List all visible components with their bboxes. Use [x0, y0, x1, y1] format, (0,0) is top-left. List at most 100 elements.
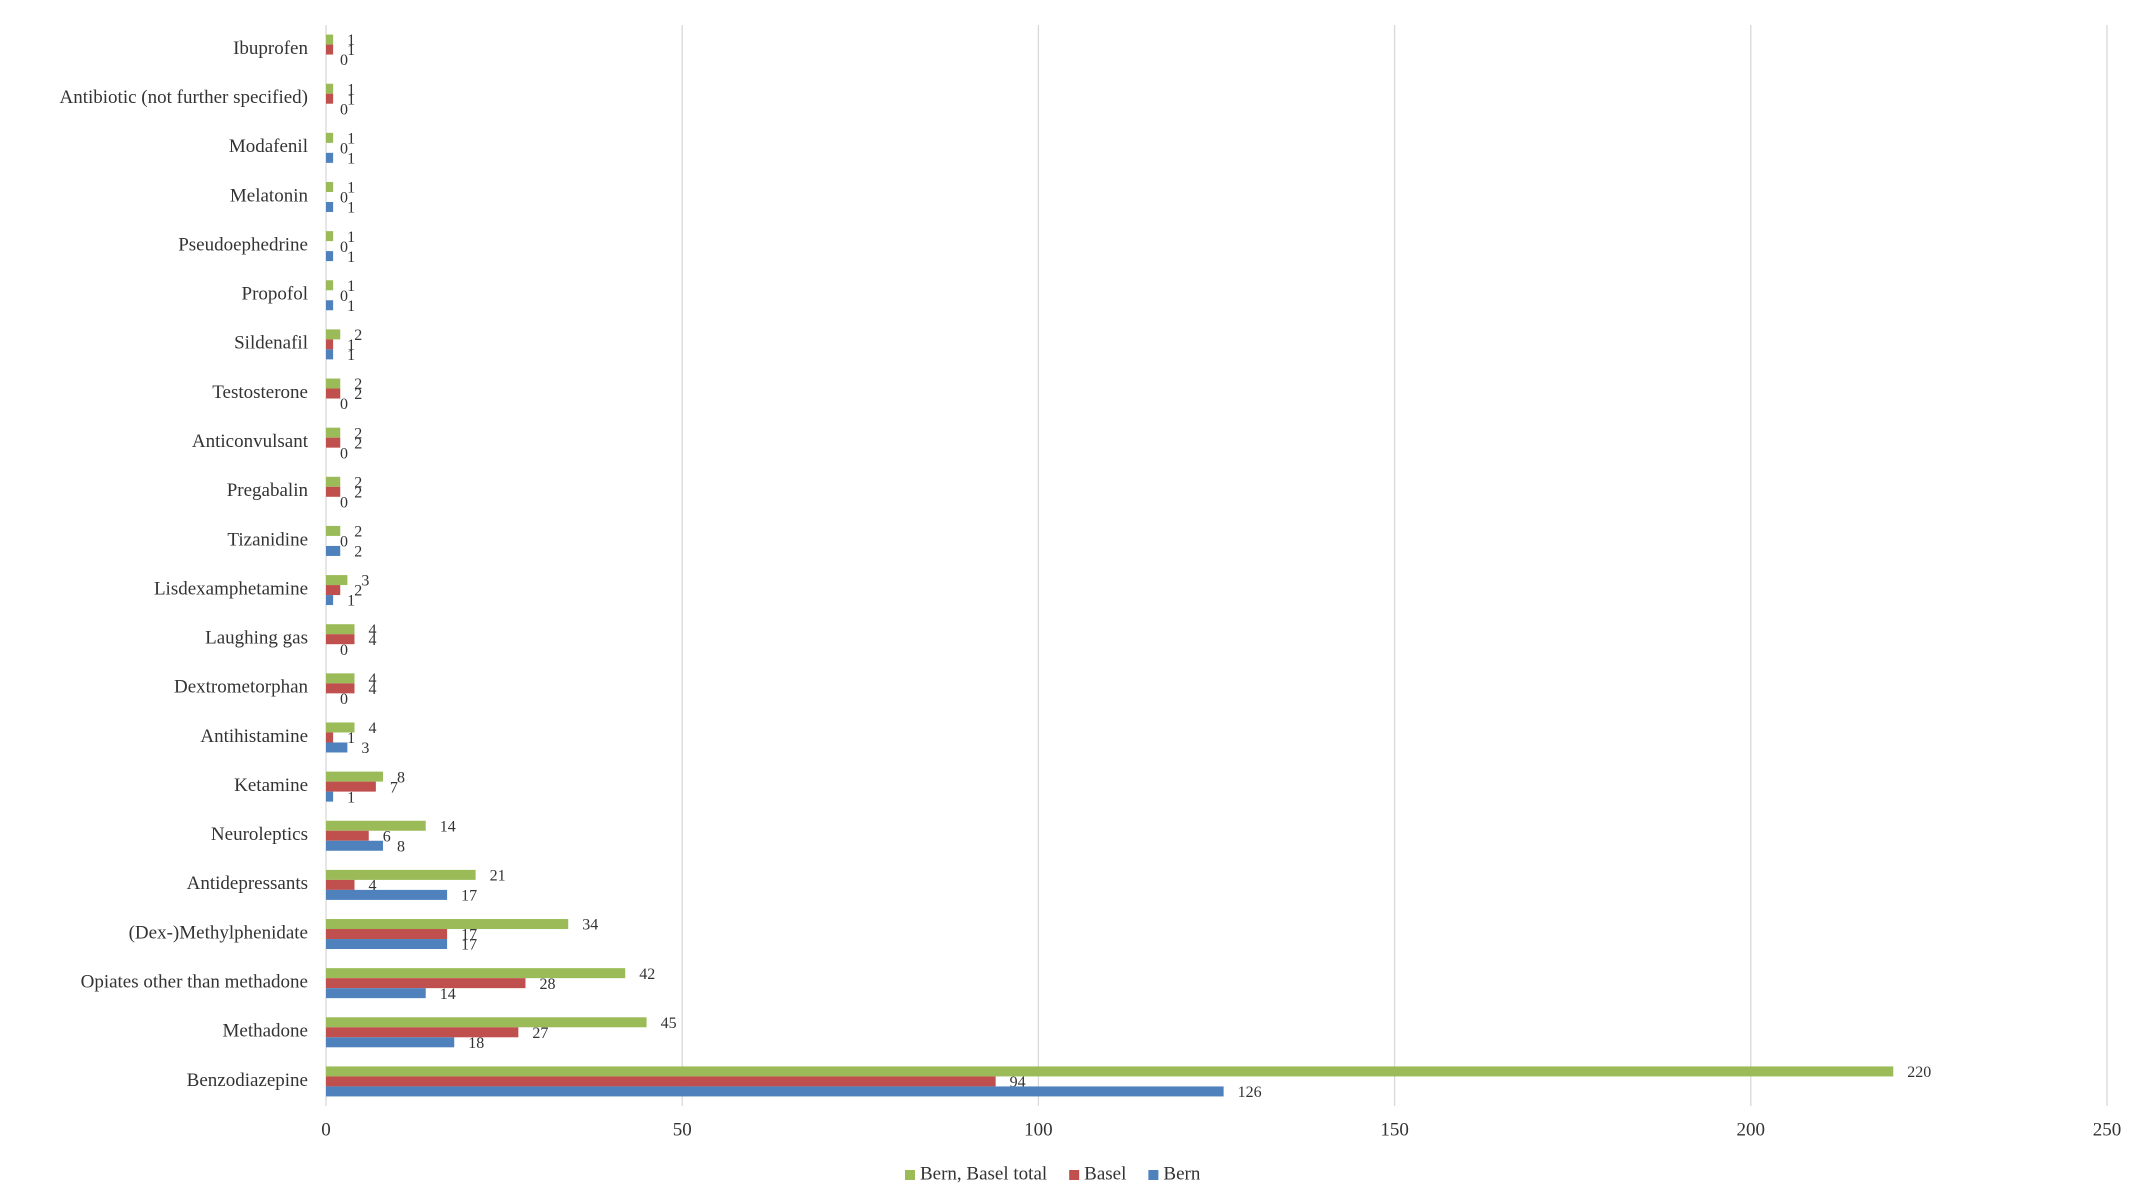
bar — [326, 427, 341, 438]
data-label: 0 — [340, 190, 348, 207]
data-label: 1 — [347, 81, 355, 98]
data-label: 6 — [383, 828, 391, 845]
x-tick-label: 0 — [321, 1119, 331, 1140]
data-label: 1 — [347, 91, 355, 108]
bar — [326, 919, 569, 930]
bar — [326, 968, 626, 979]
data-label: 1 — [347, 789, 355, 806]
bar — [326, 978, 526, 989]
x-tick-label: 250 — [2093, 1119, 2122, 1140]
bar — [326, 869, 476, 880]
bar — [326, 388, 341, 399]
bar — [326, 152, 334, 163]
bar — [326, 1076, 996, 1087]
data-label: 1 — [347, 200, 355, 217]
bar — [326, 231, 334, 242]
bar — [326, 44, 334, 55]
bar — [326, 585, 341, 596]
bar — [326, 634, 355, 645]
bar — [326, 300, 334, 311]
bar — [326, 683, 355, 694]
data-label: 0 — [340, 445, 348, 462]
bar — [326, 771, 383, 782]
data-label: 4 — [368, 878, 376, 895]
bar — [326, 93, 334, 104]
bar — [326, 830, 369, 841]
y-tick-label: Sildenafil — [234, 333, 308, 354]
bar — [326, 34, 334, 45]
data-label: 0 — [340, 642, 348, 659]
bar — [326, 545, 341, 556]
data-label: 17 — [461, 937, 477, 954]
bar — [326, 929, 448, 940]
bar — [326, 1017, 647, 1028]
data-label: 4 — [368, 632, 376, 649]
data-label: 0 — [340, 239, 348, 256]
y-tick-label: Melatonin — [230, 185, 309, 206]
y-tick-label: Pregabalin — [227, 480, 309, 501]
data-label: 0 — [340, 534, 348, 551]
data-label: 14 — [440, 986, 456, 1003]
data-label: 1 — [347, 249, 355, 266]
data-label: 4 — [368, 671, 376, 688]
data-label: 3 — [361, 573, 369, 590]
data-label: 2 — [354, 386, 362, 403]
data-label: 3 — [361, 740, 369, 757]
data-label: 1 — [347, 593, 355, 610]
y-tick-label: Methadone — [223, 1021, 308, 1042]
bar — [326, 437, 341, 448]
y-tick-label: Antidepressants — [187, 873, 308, 894]
data-label: 21 — [490, 868, 506, 885]
bar — [326, 378, 341, 389]
legend-swatch — [905, 1170, 915, 1180]
data-label: 17 — [461, 927, 477, 944]
y-tick-label: Neuroleptics — [211, 824, 308, 845]
data-label: 2 — [354, 544, 362, 561]
bar — [326, 722, 355, 733]
bar — [326, 329, 341, 340]
data-label: 220 — [1907, 1064, 1931, 1081]
y-tick-label: Antibiotic (not further specified) — [59, 87, 308, 108]
y-tick-label: Ibuprofen — [233, 38, 308, 59]
data-label: 28 — [539, 976, 555, 993]
data-label: 1 — [347, 278, 355, 295]
data-label: 14 — [440, 818, 456, 835]
data-label: 7 — [390, 779, 398, 796]
bar — [326, 201, 334, 212]
data-label: 8 — [397, 838, 405, 855]
y-tick-label: Benzodiazepine — [187, 1070, 308, 1091]
y-tick-label: Antihistamine — [200, 726, 308, 747]
bar — [326, 349, 334, 360]
y-tick-label: Tizanidine — [227, 529, 308, 550]
data-label: 2 — [354, 376, 362, 393]
data-label: 0 — [340, 691, 348, 708]
bar — [326, 732, 334, 743]
data-label: 1 — [347, 131, 355, 148]
x-tick-label: 50 — [673, 1119, 692, 1140]
bar — [326, 251, 334, 262]
bar — [326, 280, 334, 291]
data-label: 17 — [461, 888, 477, 905]
bar — [326, 673, 355, 684]
data-label: 1 — [347, 32, 355, 49]
data-label: 2 — [354, 583, 362, 600]
data-label: 0 — [340, 141, 348, 158]
legend-label: Bern — [1163, 1163, 1200, 1184]
data-label: 0 — [340, 494, 348, 511]
data-label: 126 — [1238, 1084, 1262, 1101]
data-label: 2 — [354, 327, 362, 344]
y-tick-label: Testosterone — [212, 382, 308, 403]
y-tick-label: Laughing gas — [205, 628, 308, 649]
bar — [326, 624, 355, 635]
data-label: 0 — [340, 288, 348, 305]
legend-swatch — [1148, 1170, 1159, 1180]
y-tick-label: Pseudoephedrine — [178, 234, 308, 255]
bar — [326, 742, 348, 753]
data-label: 8 — [397, 769, 405, 786]
y-tick-label: Opiates other than methadone — [81, 972, 308, 993]
data-label: 1 — [347, 730, 355, 747]
data-label: 0 — [340, 396, 348, 413]
data-label: 4 — [368, 681, 376, 698]
bar — [326, 83, 334, 94]
